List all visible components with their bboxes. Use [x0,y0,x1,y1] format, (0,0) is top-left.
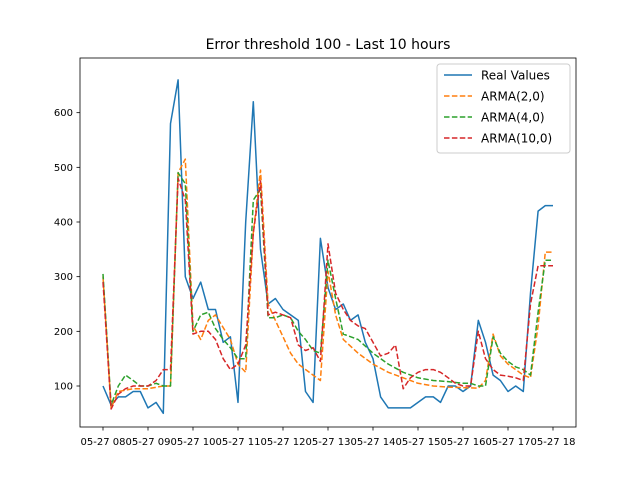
legend-box [436,63,571,154]
series-line-3 [102,177,553,410]
series-line-2 [102,172,553,406]
series-layer [102,79,553,415]
x-tick-label: 05-27 17 [486,437,531,448]
x-tick-label: 05-27 11 [216,437,261,448]
x-tick-label: 05-27 18 [531,437,576,448]
y-tick-label: 200 [54,327,73,338]
legend-label: Real Values [481,69,550,83]
x-tick-label: 05-27 09 [126,437,171,448]
series-line-0 [102,79,553,415]
legend-label: ARMA(4,0) [481,111,545,125]
x-tick-label: 05-27 13 [306,437,351,448]
x-tick-label: 05-27 08 [81,437,126,448]
x-tick-label: 05-27 12 [261,437,306,448]
chart-legend: Real Values ARMA(2,0) ARMA(4,0) ARMA(10,0) [436,63,571,154]
y-tick-label: 300 [54,272,73,283]
x-tick-label: 05-27 16 [441,437,486,448]
legend-label: ARMA(2,0) [481,90,545,104]
x-tick-label: 05-27 15 [396,437,441,448]
y-tick-label: 100 [54,382,73,393]
chart-title: Error threshold 100 - Last 10 hours [206,37,451,53]
legend-label: ARMA(10,0) [481,132,552,146]
x-tick-label: 05-27 14 [351,437,396,448]
y-tick-label: 400 [54,218,73,229]
y-tick-label: 500 [54,163,73,174]
x-tick-label: 05-27 10 [171,437,216,448]
y-tick-label: 600 [54,108,73,119]
